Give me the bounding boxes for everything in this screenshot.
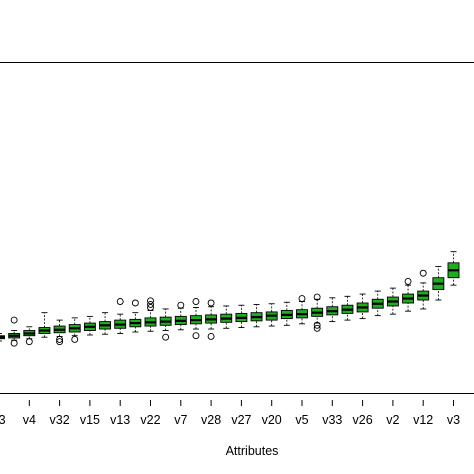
- outlier-point: [162, 333, 170, 341]
- outlier-point: [404, 277, 412, 285]
- x-tick-label: v3: [0, 413, 6, 427]
- outlier-point: [313, 324, 321, 332]
- box-15: [220, 305, 233, 329]
- outlier-point: [147, 301, 154, 308]
- outlier-point: [207, 299, 215, 307]
- x-tick-label: v13: [110, 413, 130, 427]
- outlier-point: [147, 304, 154, 311]
- box-26: [386, 287, 399, 315]
- box-22: [326, 297, 339, 323]
- x-tick-label: v20: [262, 413, 282, 427]
- box-30: [447, 251, 460, 286]
- box-5: [68, 317, 81, 343]
- x-tick-label: v12: [413, 413, 433, 427]
- box-27: [402, 277, 414, 312]
- box-24: [356, 293, 369, 320]
- outlier-point: [56, 335, 64, 343]
- box-13: [189, 298, 202, 340]
- x-tick-label: v3: [447, 413, 460, 427]
- x-tick-label: v32: [50, 413, 70, 427]
- box-18: [265, 303, 278, 327]
- box-19: [280, 301, 293, 326]
- box-8: [114, 298, 127, 334]
- box-29: [432, 266, 445, 301]
- outlier-point: [10, 339, 18, 347]
- x-tick-label: v33: [322, 413, 342, 427]
- boxes: [0, 251, 460, 347]
- x-tick-label: v22: [140, 413, 160, 427]
- outlier-point: [313, 293, 321, 301]
- x-tick-label: v27: [231, 413, 251, 427]
- plot-frame: [0, 62, 474, 394]
- x-tick-label: v4: [23, 413, 36, 427]
- box-0: [0, 333, 5, 342]
- box-3: [38, 312, 51, 338]
- outlier-point: [313, 321, 321, 329]
- outlier-point: [192, 332, 200, 340]
- outlier-point: [177, 301, 185, 309]
- box-20: [296, 295, 308, 325]
- outlier-point: [131, 299, 139, 307]
- box-14: [205, 299, 218, 340]
- outlier-point: [116, 298, 124, 305]
- outlier-point: [298, 295, 306, 302]
- box-4: [53, 319, 66, 346]
- outlier-point: [147, 297, 154, 305]
- x-tick-label: v7: [174, 413, 187, 427]
- outlier-point: [192, 298, 200, 305]
- outlier-point: [71, 335, 79, 343]
- box-2: [23, 326, 36, 346]
- outlier-point: [25, 338, 33, 346]
- x-tick-label: v28: [201, 413, 221, 427]
- x-tick-label: v2: [386, 413, 399, 427]
- box-11: [159, 308, 172, 341]
- box-7: [99, 312, 112, 335]
- outlier-point: [207, 333, 215, 340]
- box-1: [8, 316, 21, 347]
- box-6: [83, 315, 96, 336]
- x-tick-label: v5: [295, 413, 308, 427]
- x-axis: v3 v4 v32 v15 v13 v22 v7 v28 v27 v20 v5 v33 v26 v2 v12…: [0, 400, 460, 427]
- outlier-point: [56, 338, 64, 346]
- box-9: [129, 299, 142, 333]
- box-25: [371, 290, 384, 317]
- x-tick-label: v15: [80, 413, 100, 427]
- box-16: [235, 304, 248, 328]
- box-12: [174, 301, 187, 331]
- outlier-point: [419, 269, 427, 277]
- x-axis-title: Attributes: [226, 444, 279, 458]
- box-17: [250, 304, 263, 328]
- box-21: [311, 293, 324, 332]
- outlier-point: [10, 316, 18, 324]
- box-23: [341, 295, 354, 321]
- x-tick-label: v26: [353, 413, 373, 427]
- box-28: [417, 269, 430, 310]
- box-10: [144, 297, 157, 332]
